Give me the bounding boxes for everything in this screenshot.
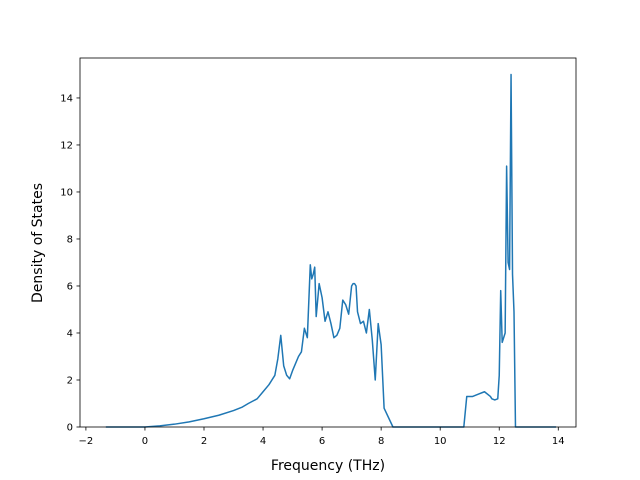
y-tick-label: 2 [67, 375, 73, 386]
y-tick-label: 0 [67, 423, 73, 434]
x-tick-label: 4 [260, 436, 266, 447]
x-tick-label: 6 [319, 436, 325, 447]
x-axis-title: Frequency (THz) [271, 458, 385, 474]
x-tick-label: 8 [378, 436, 384, 447]
y-tick-label: 14 [60, 93, 73, 104]
y-axis-title: Density of States [30, 183, 46, 303]
y-tick-label: 8 [67, 234, 73, 245]
x-tick-label: 12 [493, 436, 506, 447]
y-tick-label: 12 [60, 140, 73, 151]
x-tick-label: −2 [79, 436, 94, 447]
x-tick-label: 10 [434, 436, 447, 447]
series-line-0 [105, 73, 557, 428]
plot-frame [79, 57, 577, 428]
y-tick-label: 4 [67, 328, 73, 339]
x-tick-label: 0 [142, 436, 148, 447]
y-tick-label: 10 [60, 187, 73, 198]
plot-area: −2 0 2 4 6 8 10 12 14 0 2 4 6 8 10 12 14 [60, 57, 577, 447]
x-tick-label: 14 [552, 436, 565, 447]
x-tick-label: 2 [201, 436, 207, 447]
y-tick-label: 6 [67, 281, 73, 292]
